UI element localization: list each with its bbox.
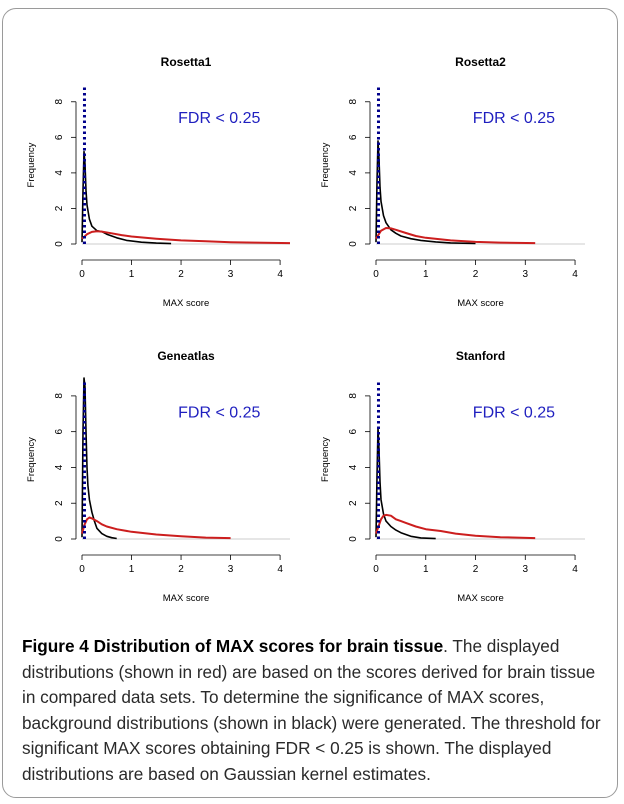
y-tick-label: 4 xyxy=(348,464,359,470)
x-axis-label: MAX score xyxy=(457,298,503,309)
background-distribution-line xyxy=(81,150,172,245)
x-tick-label: 1 xyxy=(423,269,429,280)
x-tick-label: 1 xyxy=(129,269,135,280)
chart-title: Rosetta2 xyxy=(455,55,506,69)
x-tick-label: 0 xyxy=(79,564,85,575)
y-tick-label: 8 xyxy=(348,393,359,399)
y-axis-label: Frequency xyxy=(320,142,331,187)
observed-distribution-line xyxy=(81,516,231,540)
background-distribution-line xyxy=(375,427,436,540)
background-distribution-line xyxy=(81,377,117,540)
y-tick-label: 8 xyxy=(348,99,359,105)
observed-distribution-line xyxy=(81,230,291,245)
y-tick-label: 0 xyxy=(54,536,65,542)
y-tick-label: 2 xyxy=(54,205,65,211)
caption-text: . The displayed distributions (shown in … xyxy=(22,636,601,784)
fdr-annotation: FDR < 0.25 xyxy=(178,110,260,127)
chart-title: Geneatlas xyxy=(157,349,215,363)
y-tick-label: 4 xyxy=(54,170,65,176)
y-axis-label: Frequency xyxy=(26,142,37,187)
x-tick-label: 0 xyxy=(373,269,379,280)
x-tick-label: 1 xyxy=(129,564,135,575)
observed-distribution-line xyxy=(375,513,536,540)
y-tick-label: 8 xyxy=(54,393,65,399)
x-tick-label: 0 xyxy=(373,564,379,575)
x-tick-label: 4 xyxy=(572,269,578,280)
caption-label: Figure 4 xyxy=(22,636,89,656)
x-tick-label: 3 xyxy=(523,269,529,280)
caption-title: Distribution of MAX scores for brain tis… xyxy=(93,636,444,656)
y-tick-label: 2 xyxy=(54,500,65,506)
x-tick-label: 1 xyxy=(423,564,429,575)
y-tick-label: 0 xyxy=(54,241,65,247)
chart-title: Rosetta1 xyxy=(161,55,212,69)
y-tick-label: 6 xyxy=(54,134,65,140)
fdr-annotation: FDR < 0.25 xyxy=(473,110,555,127)
chart-title: Stanford xyxy=(456,349,505,363)
x-tick-label: 0 xyxy=(79,269,85,280)
figure-caption: Figure 4 Distribution of MAX scores for … xyxy=(22,634,604,787)
x-axis-label: MAX score xyxy=(163,298,209,309)
x-tick-label: 4 xyxy=(277,564,283,575)
figure-frame xyxy=(2,8,618,798)
x-tick-label: 2 xyxy=(178,269,184,280)
x-tick-label: 2 xyxy=(473,269,479,280)
chart-panel-rosetta1: Rosetta1 0 1 2 3 4 MAX score 0 2 4 6 8 Frequency FDR … xyxy=(26,55,291,309)
y-tick-label: 0 xyxy=(348,241,359,247)
y-tick-label: 0 xyxy=(348,536,359,542)
x-axis-label: MAX score xyxy=(457,593,503,604)
x-tick-label: 2 xyxy=(178,564,184,575)
chart-panel-stanford: Stanford 0 1 2 3 4 MAX score 0 2 4 6 8 Frequency FDR … xyxy=(320,349,585,604)
x-tick-label: 4 xyxy=(572,564,578,575)
figure-panels: Rosetta1 0 1 2 3 4 MAX score 0 2 4 6 8 Frequency FDR … xyxy=(26,55,585,604)
y-axis-label: Frequency xyxy=(320,437,331,482)
chart-panel-geneatlas: Geneatlas 0 1 2 3 4 MAX score 0 2 4 6 8 Frequency FDR… xyxy=(26,349,290,604)
x-tick-label: 2 xyxy=(473,564,479,575)
y-tick-label: 2 xyxy=(348,205,359,211)
x-tick-label: 4 xyxy=(277,269,283,280)
fdr-annotation: FDR < 0.25 xyxy=(178,405,260,422)
y-tick-label: 2 xyxy=(348,500,359,506)
y-tick-label: 4 xyxy=(54,464,65,470)
y-axis-label: Frequency xyxy=(26,437,37,482)
fdr-annotation: FDR < 0.25 xyxy=(473,405,555,422)
y-tick-label: 6 xyxy=(348,134,359,140)
observed-distribution-line xyxy=(375,227,536,245)
y-tick-label: 8 xyxy=(54,99,65,105)
x-tick-label: 3 xyxy=(228,564,234,575)
x-tick-label: 3 xyxy=(228,269,234,280)
x-axis-label: MAX score xyxy=(163,593,209,604)
chart-panel-rosetta2: Rosetta2 0 1 2 3 4 MAX score 0 2 4 6 8 Frequency FDR … xyxy=(320,55,585,309)
x-tick-label: 3 xyxy=(523,564,529,575)
y-tick-label: 6 xyxy=(348,428,359,434)
y-tick-label: 6 xyxy=(54,428,65,434)
y-tick-label: 4 xyxy=(348,170,359,176)
